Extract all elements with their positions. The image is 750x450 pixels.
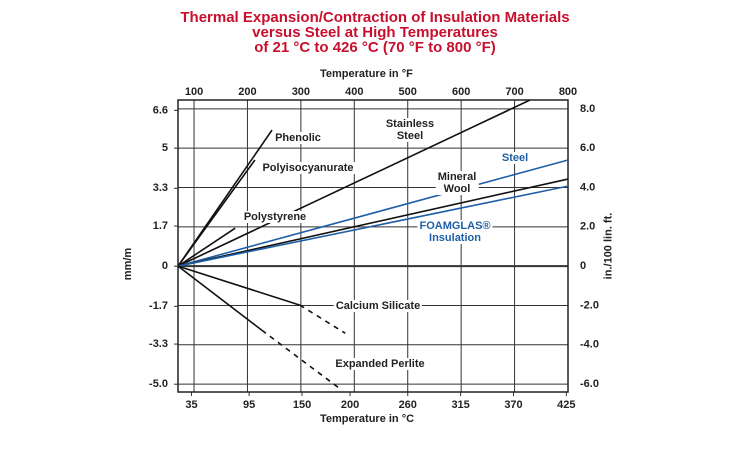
series-label: Mineral Wool (435, 171, 479, 195)
x-tick-label: 100 (185, 86, 203, 98)
series-label: Stainless Steel (383, 118, 437, 142)
series-line (177, 185, 569, 267)
x-tick-label: 400 (345, 86, 363, 98)
x2-tick-label: 425 (557, 399, 575, 411)
y-tick-label: 8.0 (580, 103, 595, 115)
series-label: Steel (499, 152, 531, 164)
x2-tick-label: 150 (293, 399, 311, 411)
x-tick-label: 800 (559, 86, 577, 98)
chart-title: Thermal Expansion/Contraction of Insulat… (180, 9, 570, 56)
series-line (177, 159, 256, 267)
y2-tick-label: 5 (162, 142, 168, 154)
x-tick-label: 600 (452, 86, 470, 98)
series-label: Phenolic (273, 132, 323, 144)
y2-tick-label: -1.7 (149, 300, 168, 312)
plot-frame (177, 99, 569, 393)
x2-axis-label: Temperature in °C (320, 413, 415, 425)
series-label: FOAMGLAS® Insulation (417, 220, 493, 244)
series-segment (177, 265, 263, 331)
series-label: Polyisocyanurate (260, 162, 356, 174)
y-tick-label: 6.0 (580, 142, 595, 154)
y-tick-label: 2.0 (580, 221, 595, 233)
x2-tick-label: 200 (341, 399, 359, 411)
series-line (177, 178, 569, 267)
x2-tick-label: 95 (243, 399, 255, 411)
x-tick-label: 700 (505, 86, 523, 98)
y-tick-label: -2.0 (580, 299, 599, 311)
x-tick-label: 500 (399, 86, 417, 98)
y-axis-label: in./100 lin. ft. (602, 212, 615, 280)
series-label: Calcium Silicate (333, 300, 423, 312)
y-tick-label: -4.0 (580, 339, 599, 351)
y2-tick-label: -3.3 (149, 338, 168, 350)
y2-tick-label: 6.6 (153, 104, 168, 116)
series-label: Expanded Perlite (333, 358, 427, 370)
y2-tick-label: 3.3 (153, 182, 168, 194)
y2-axis-label: mm/m (122, 247, 135, 281)
series-segment (261, 329, 343, 391)
y2-tick-label: 0 (162, 260, 168, 272)
x2-tick-label: 370 (504, 399, 522, 411)
x-axis-label: Temperature in °F (320, 68, 413, 80)
series-segment (177, 265, 301, 306)
x2-tick-label: 35 (185, 399, 197, 411)
y-tick-label: -6.0 (580, 378, 599, 390)
x-tick-label: 200 (238, 86, 256, 98)
x-tick-label: 300 (292, 86, 310, 98)
series-segment (299, 304, 346, 334)
x2-tick-label: 260 (399, 399, 417, 411)
y2-tick-label: 1.7 (153, 220, 168, 232)
y-tick-label: 0 (580, 260, 586, 272)
x2-tick-label: 315 (451, 399, 469, 411)
series-line (177, 99, 531, 267)
y2-tick-label: -5.0 (149, 378, 168, 390)
y-tick-label: 4.0 (580, 181, 595, 193)
series-line (177, 227, 236, 267)
series-label: Polystyrene (241, 211, 309, 223)
series-line (177, 159, 569, 267)
